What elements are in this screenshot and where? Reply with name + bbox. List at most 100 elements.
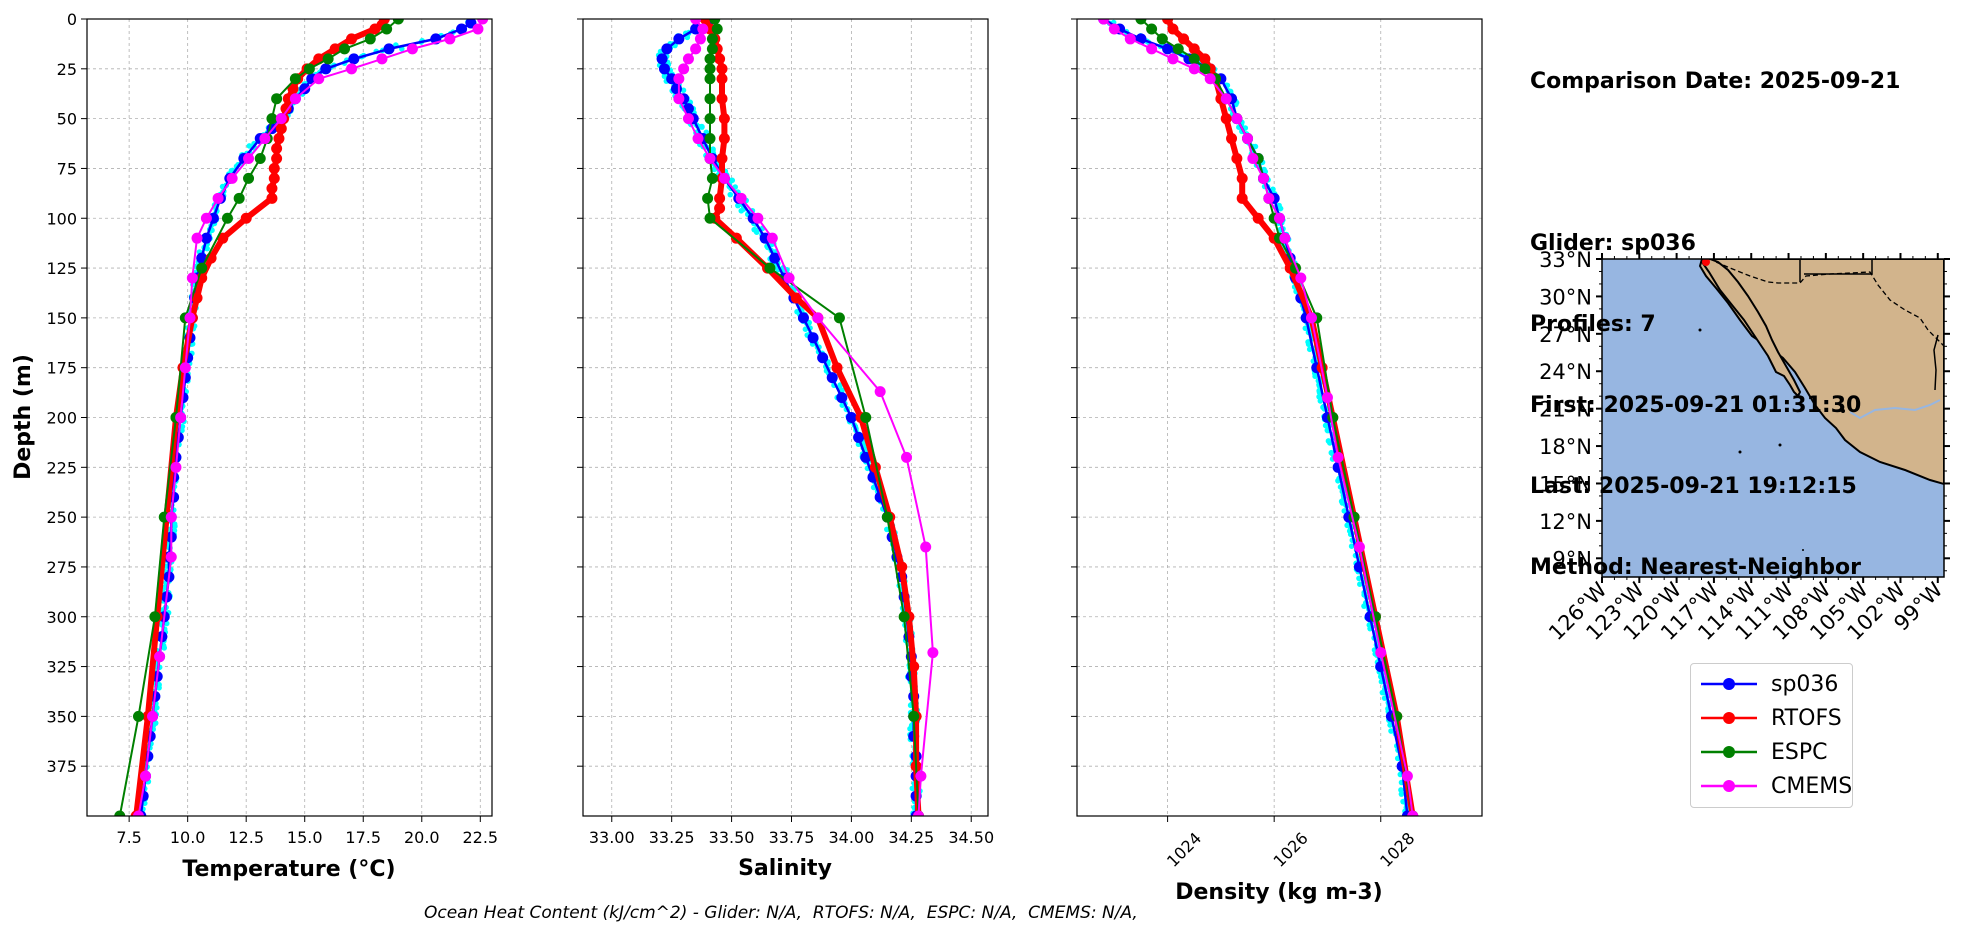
data-point-espc — [704, 73, 716, 85]
legend-swatch-cmems — [1701, 780, 1757, 792]
data-point-cmems — [682, 53, 694, 65]
data-point-espc — [881, 511, 893, 523]
lat-label: 30°N — [1539, 285, 1592, 309]
lat-label: 12°N — [1539, 510, 1592, 534]
data-point-cmems — [1231, 113, 1243, 125]
y-tick-label: 75 — [57, 159, 77, 178]
data-point-rtofs — [714, 53, 726, 65]
y-tick-label: 150 — [46, 309, 77, 328]
y-tick-label: 225 — [46, 458, 77, 477]
data-point-cmems — [275, 113, 287, 125]
data-point-rtofs — [1236, 192, 1248, 204]
data-point-cmems — [170, 461, 182, 473]
data-point-espc — [706, 43, 718, 55]
data-point-cmems — [1401, 770, 1413, 782]
data-point-rtofs — [346, 33, 358, 45]
data-point-espc — [764, 262, 776, 274]
raw-glider-point — [1338, 498, 1345, 505]
data-point-espc — [711, 23, 723, 35]
first-time: First: 2025-09-21 01:31:30 — [1530, 393, 1862, 418]
data-point-espc — [1188, 53, 1200, 65]
data-point-espc — [709, 19, 721, 25]
data-point-cmems — [1258, 172, 1270, 184]
raw-glider-point — [161, 645, 168, 651]
data-point-cmems — [346, 63, 358, 75]
data-point-cmems — [1295, 272, 1307, 284]
data-point-cmems — [920, 541, 932, 553]
data-point-espc — [1135, 19, 1147, 25]
x-tick-label: 33.50 — [709, 828, 755, 847]
data-point-sp036 — [1162, 43, 1174, 55]
raw-glider-point — [1387, 722, 1393, 728]
map-island — [1841, 409, 1845, 413]
data-point-espc — [1172, 43, 1184, 55]
data-point-sp036 — [656, 53, 668, 65]
raw-glider-point — [1306, 346, 1313, 353]
raw-glider-point — [154, 704, 160, 711]
data-point-cmems — [678, 63, 690, 75]
data-point-rtofs — [714, 192, 726, 204]
data-point-cmems — [1124, 33, 1136, 45]
y-tick-label: 175 — [46, 359, 77, 378]
data-point-rtofs — [718, 113, 730, 125]
data-point-cmems — [1332, 451, 1344, 463]
y-tick-label: 325 — [46, 658, 77, 677]
data-point-rtofs — [275, 123, 287, 135]
legend-item-rtofs: RTOFS — [1699, 701, 1842, 735]
data-point-rtofs — [714, 202, 726, 214]
data-point-rtofs — [287, 83, 299, 95]
density-panel: 1024 1026 1028 Density (kg m-3) — [1071, 18, 1483, 905]
data-point-espc — [704, 113, 716, 125]
x-tick-label: 15.0 — [287, 828, 323, 847]
data-point-espc — [1156, 33, 1168, 45]
data-point-espc — [833, 312, 845, 324]
data-point-cmems — [766, 232, 778, 244]
glider-location-marker — [1702, 259, 1710, 266]
raw-glider-point — [738, 207, 745, 214]
x-tick-label: 12.5 — [228, 828, 264, 847]
data-point-rtofs — [718, 133, 730, 145]
data-point-cmems — [259, 133, 271, 145]
y-tick-label: 125 — [46, 259, 77, 278]
raw-glider-point — [1379, 689, 1386, 696]
data-point-cmems — [1204, 73, 1216, 85]
map-frame — [1601, 258, 1945, 578]
data-point-rtofs — [1252, 212, 1264, 224]
x-tick-label: 33.25 — [649, 828, 695, 847]
data-point-sp036 — [853, 431, 865, 443]
data-point-rtofs — [1231, 152, 1243, 164]
raw-glider-point — [1322, 422, 1329, 429]
data-point-rtofs — [730, 232, 742, 244]
data-point-rtofs — [1236, 172, 1248, 184]
data-point-cmems — [1242, 133, 1254, 145]
data-point-sp036 — [673, 33, 685, 45]
y-tick-label: 0 — [67, 10, 77, 29]
data-point-cmems — [752, 212, 764, 224]
data-point-espc — [196, 262, 208, 274]
data-point-espc — [339, 43, 351, 55]
data-point-rtofs — [716, 73, 728, 85]
data-point-sp036 — [348, 53, 360, 65]
series-line-espc — [1140, 19, 1414, 816]
data-point-espc — [706, 172, 718, 184]
data-point-cmems — [1279, 232, 1291, 244]
data-point-sp036 — [860, 451, 872, 463]
x-tick-label: 20.0 — [404, 828, 440, 847]
data-point-espc — [303, 63, 315, 75]
data-point-sp036 — [670, 83, 682, 95]
map-border-solid — [1799, 259, 1873, 282]
lat-label: 21°N — [1539, 398, 1592, 422]
data-point-rtofs — [271, 143, 283, 155]
data-point-espc — [1199, 63, 1211, 75]
y-tick-label: 350 — [46, 707, 77, 726]
x-tick-label: 17.5 — [345, 828, 381, 847]
legend: sp036 RTOFS ESPC CMEMS — [1690, 663, 1853, 808]
data-point-espc — [702, 192, 714, 204]
depth-axis-label: Depth (m) — [11, 354, 36, 480]
raw-glider-point — [204, 245, 210, 252]
data-point-cmems — [175, 412, 187, 423]
raw-glider-point — [907, 725, 913, 732]
raw-glider-point — [1317, 398, 1324, 404]
raw-glider-point — [1398, 791, 1405, 797]
data-point-rtofs — [268, 162, 280, 174]
